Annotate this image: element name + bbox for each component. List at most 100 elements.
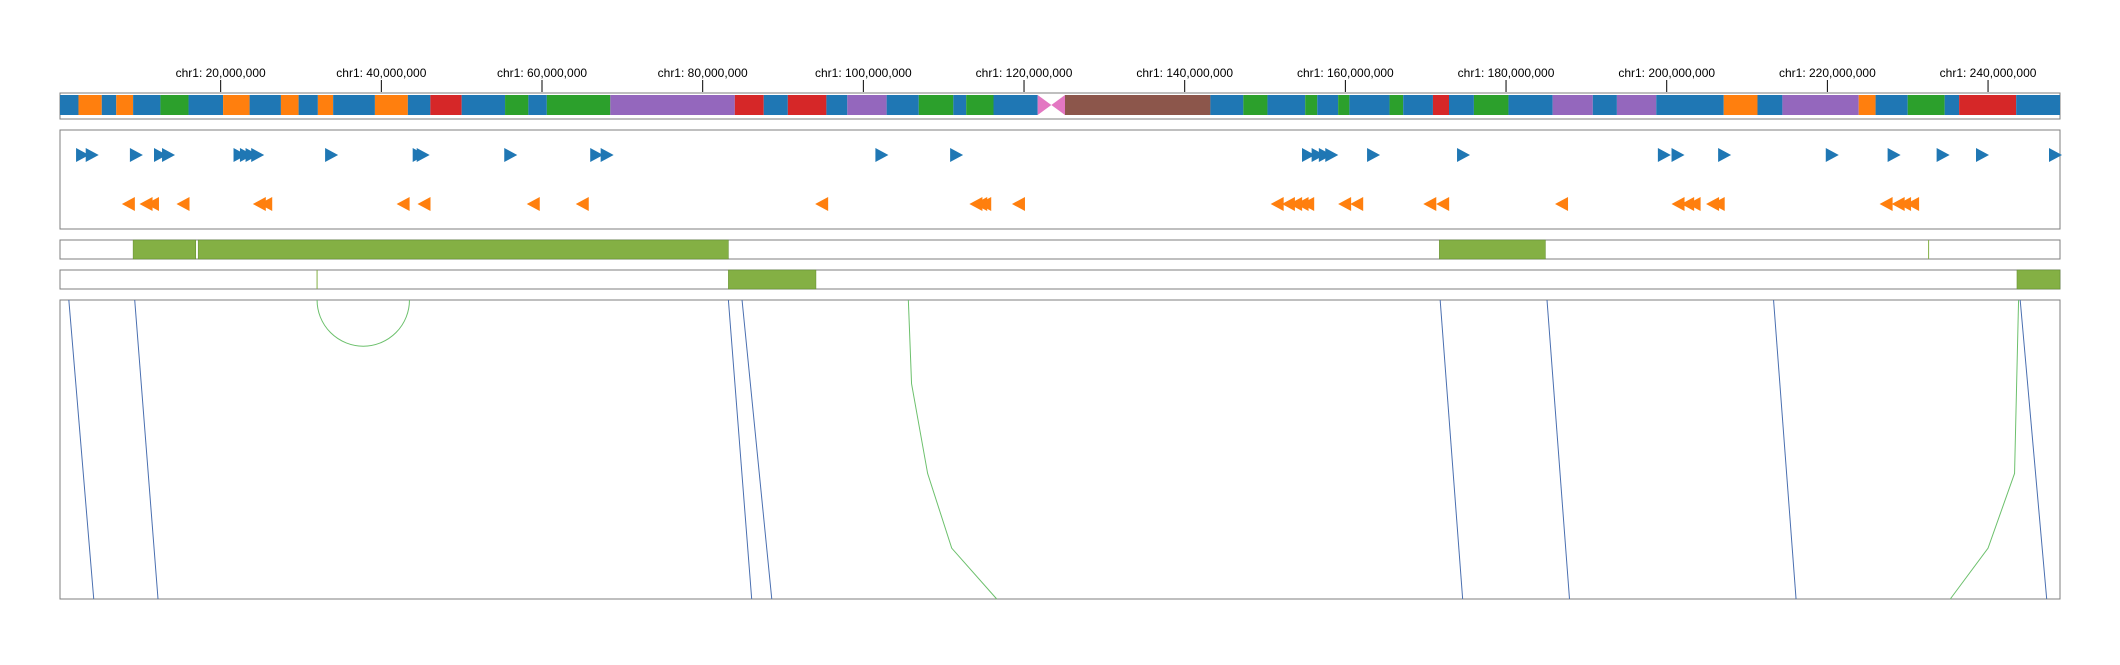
reverse-gene-arrow[interactable] [1350,197,1364,211]
cytoband[interactable] [223,95,250,115]
cytoband[interactable] [610,95,735,115]
cytoband[interactable] [101,95,117,115]
forward-gene-arrow[interactable] [416,148,430,162]
cytoband[interactable] [953,95,967,115]
cytoband[interactable] [78,95,102,115]
curved-link[interactable] [907,299,998,600]
reverse-gene-arrow[interactable] [1270,197,1284,211]
gene-track[interactable] [59,129,2062,230]
link-track[interactable] [59,299,2061,600]
cytoband[interactable] [1403,95,1433,115]
cytoband[interactable] [1317,95,1339,115]
forward-gene-arrow[interactable] [1325,148,1339,162]
reverse-gene-arrow[interactable] [121,197,135,211]
forward-gene-arrow[interactable] [1301,148,1315,162]
reverse-gene-arrow[interactable] [1281,197,1295,211]
reverse-gene-arrow[interactable] [145,197,159,211]
cytoband[interactable] [1757,95,1783,115]
reverse-gene-arrow[interactable] [575,197,589,211]
forward-gene-arrow[interactable] [1367,148,1381,162]
cytoband[interactable] [1723,95,1758,115]
cytoband[interactable] [886,95,919,115]
forward-gene-arrow[interactable] [1311,148,1325,162]
cytoband[interactable] [1616,95,1657,115]
segment-block[interactable] [728,269,817,290]
cytoband[interactable] [1432,95,1449,115]
cytoband[interactable] [1389,95,1404,115]
cytoband[interactable] [298,95,318,115]
straight-link[interactable] [134,299,159,600]
straight-link[interactable] [727,299,753,600]
cytoband[interactable] [1592,95,1617,115]
reverse-gene-arrow[interactable] [1671,197,1685,211]
cytoband[interactable] [407,95,431,115]
forward-gene-arrow[interactable] [1887,148,1901,162]
cytoband[interactable] [1858,95,1876,115]
forward-gene-arrow[interactable] [1718,148,1732,162]
forward-gene-arrow[interactable] [129,148,143,162]
cytoband[interactable] [1473,95,1509,115]
forward-gene-arrow[interactable] [1457,148,1471,162]
cytoband[interactable] [1349,95,1390,115]
cytoband[interactable] [826,95,848,115]
reverse-gene-arrow[interactable] [1711,197,1725,211]
forward-gene-arrow[interactable] [2049,148,2062,162]
forward-gene-arrow[interactable] [1657,148,1671,162]
forward-gene-arrow[interactable] [504,148,518,162]
cytoband[interactable] [430,95,462,115]
cytoband[interactable] [374,95,408,115]
cytoband[interactable] [461,95,506,115]
forward-gene-arrow[interactable] [600,148,614,162]
reverse-gene-arrow[interactable] [1687,197,1701,211]
cytoband[interactable] [116,95,134,115]
cytoband[interactable] [280,95,299,115]
cytoband[interactable] [1959,95,2017,115]
cytoband[interactable] [1064,95,1211,115]
forward-gene-arrow[interactable] [325,148,339,162]
cytoband[interactable] [317,95,334,115]
reverse-gene-arrow[interactable] [1301,197,1315,211]
segment-track-2[interactable] [59,269,2061,290]
cytoband[interactable] [1875,95,1908,115]
cytoband[interactable] [1782,95,1859,115]
reverse-gene-arrow[interactable] [978,197,992,211]
reverse-gene-arrow[interactable] [1898,197,1912,211]
reverse-gene-arrow[interactable] [526,197,540,211]
cytoband[interactable] [546,95,611,115]
chromosome-ideogram[interactable] [59,92,2061,120]
cytoband[interactable] [60,95,79,115]
cytoband[interactable] [763,95,788,115]
reverse-gene-arrow[interactable] [1555,197,1569,211]
cytoband[interactable] [1267,95,1306,115]
forward-gene-arrow[interactable] [162,148,176,162]
cytoband[interactable] [2016,95,2060,115]
forward-gene-arrow[interactable] [1975,148,1989,162]
cytoband[interactable] [1944,95,1960,115]
straight-link[interactable] [1546,299,1570,600]
straight-link[interactable] [68,299,95,600]
straight-link[interactable] [1439,299,1464,600]
cytoband[interactable] [787,95,827,115]
cytoband[interactable] [1448,95,1474,115]
cytoband[interactable] [966,95,994,115]
straight-link[interactable] [2019,299,2048,600]
cytoband[interactable] [1210,95,1244,115]
cytoband[interactable] [1243,95,1268,115]
forward-gene-arrow[interactable] [875,148,889,162]
cytoband[interactable] [1338,95,1350,115]
forward-gene-arrow[interactable] [1936,148,1950,162]
reverse-gene-arrow[interactable] [1879,197,1893,211]
forward-gene-arrow[interactable] [950,148,964,162]
cytoband[interactable] [1552,95,1593,115]
straight-link[interactable] [1773,299,1797,600]
cytoband[interactable] [249,95,281,115]
reverse-gene-arrow[interactable] [396,197,410,211]
segment-block[interactable] [1439,239,1546,260]
reverse-gene-arrow[interactable] [1011,197,1025,211]
cytoband[interactable] [993,95,1038,115]
segment-block[interactable] [2016,269,2061,290]
forward-gene-arrow[interactable] [590,148,604,162]
reverse-gene-arrow[interactable] [815,197,829,211]
straight-link[interactable] [741,299,773,600]
forward-gene-arrow[interactable] [85,148,99,162]
